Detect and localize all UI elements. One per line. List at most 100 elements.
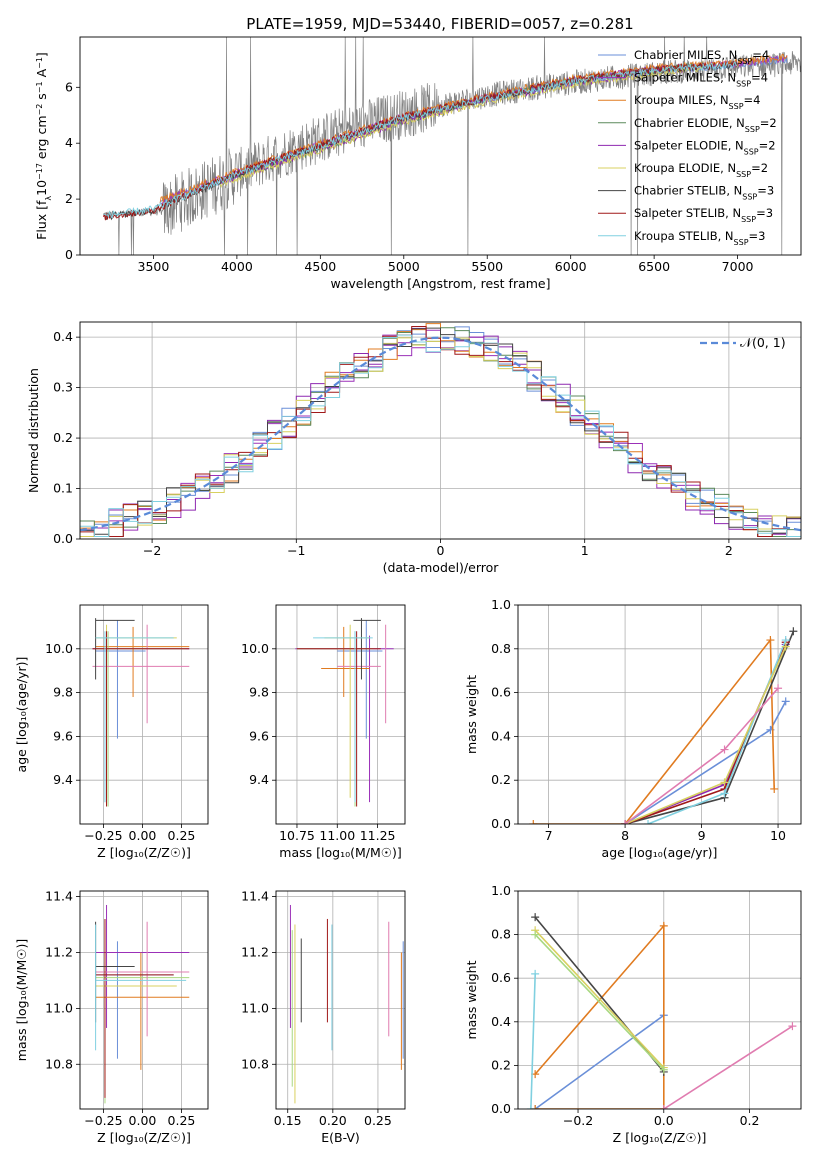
axes-frame: [517, 890, 802, 1110]
mass-vs-ebv-panel-plot-area: [276, 891, 405, 1109]
y-tick-label: 9.8: [249, 685, 269, 700]
x-tick-label: 11.00: [319, 828, 355, 843]
x-axis-label: Z [log₁₀(Z/Z☉)]: [97, 845, 191, 860]
y-tick-label: 0.0: [491, 1101, 511, 1116]
weight-marker: [788, 1022, 797, 1031]
x-tick-label: 0.25: [168, 828, 196, 843]
legend-label: Chabrier STELIB, NSSP=3: [634, 184, 774, 202]
weight-marker: [526, 1105, 535, 1109]
x-tick-label: −0.2: [563, 1113, 593, 1128]
x-tick-label: 5000: [388, 259, 420, 274]
y-axis-label: mass [log₁₀(M/M☉)]: [14, 939, 29, 1061]
axes-frame: [79, 890, 209, 1110]
legend-label: Chabrier MILES, NSSP=4: [634, 48, 769, 66]
weight-marker: [774, 684, 783, 693]
y-tick-label: 11.4: [241, 889, 269, 904]
age-vs-z-panel: −0.25 0.00 0.25 9.4 9.6 9.8 10.0 Z [log₁₀(Z/Z☉)…: [14, 604, 209, 860]
y-tick-label: 10.0: [241, 641, 269, 656]
gaussian-legend-label: 𝒩(0, 1): [740, 335, 786, 350]
weight-marker: [621, 820, 630, 824]
x-axis-label: E(B-V): [321, 1130, 360, 1145]
mass-vs-z-panel-plot-area: [80, 891, 208, 1109]
y-tick-label: 9.6: [249, 728, 269, 743]
weight-line-3: [534, 929, 665, 1069]
y-tick-label: 1.0: [491, 597, 511, 612]
age-vs-z-panel-plot-area: [80, 605, 208, 824]
x-tick-label: 6000: [555, 259, 587, 274]
weight-marker: [770, 784, 779, 793]
weight-marker: [789, 627, 798, 636]
y-tick-label: 9.8: [53, 685, 73, 700]
age-vs-mass-panel: 10.75 11.00 11.25 9.4 9.6 9.8 10.0 mass [log₁₀(…: [241, 604, 406, 860]
x-tick-label: 4000: [221, 259, 253, 274]
weight-marker: [781, 642, 790, 651]
x-tick-label: 0.2: [740, 1113, 760, 1128]
weight-marker: [766, 636, 775, 645]
y-axis-label: Flux [fλ10−17 erg cm−2 s−1 A−1]: [34, 52, 53, 240]
y-tick-label: 0.4: [53, 329, 73, 344]
y-tick-label: 4: [65, 135, 73, 150]
weight-marker: [531, 930, 540, 939]
axes-frame: [275, 890, 406, 1110]
weight-marker: [659, 1105, 668, 1109]
x-tick-label: 0.20: [319, 1113, 347, 1128]
gaussian-curve: [80, 336, 801, 532]
x-tick-label: 5500: [471, 259, 503, 274]
x-tick-label: 7: [545, 828, 553, 843]
y-axis-label: Normed distribution: [26, 368, 41, 493]
weight-line-2: [624, 644, 787, 824]
x-tick-label: 0.25: [168, 1113, 196, 1128]
weight-line-1: [534, 923, 665, 1109]
histogram-series-6: [80, 327, 801, 537]
weight-line-6: [530, 973, 536, 1109]
y-tick-label: 6: [65, 79, 73, 94]
y-tick-label: 0.0: [491, 816, 511, 831]
weight-marker: [720, 745, 729, 754]
weight-marker: [720, 778, 729, 787]
x-tick-label: 11.25: [360, 828, 396, 843]
y-tick-label: 0.6: [491, 970, 511, 985]
x-tick-label: 4500: [304, 259, 336, 274]
x-axis-label: Z [log₁₀(Z/Z☉)]: [97, 1130, 191, 1145]
y-tick-label: 0.2: [491, 1057, 511, 1072]
y-tick-label: 11.2: [45, 944, 73, 959]
y-axis-label: mass weight: [464, 960, 479, 1039]
axes-frame: [517, 604, 802, 825]
weight-vs-age-panel: 7 8 9 10 0.0 0.2 0.4 0.6 0.8 1.0 age [log₁₀(age/yr…: [464, 597, 802, 860]
y-tick-label: 0.1: [53, 481, 73, 496]
y-tick-label: 1.0: [491, 883, 511, 898]
weight-marker: [720, 789, 729, 798]
x-tick-label: 7000: [722, 259, 754, 274]
weight-line-0: [534, 1014, 665, 1109]
x-tick-label: −2: [143, 543, 161, 558]
y-tick-label: 0.0: [53, 531, 73, 546]
axes-frame: [275, 604, 406, 825]
x-tick-label: 10: [770, 828, 786, 843]
x-tick-label: 10.75: [279, 828, 315, 843]
x-tick-label: 9: [698, 828, 706, 843]
weight-vs-age-panel-plot-area: [518, 605, 801, 824]
x-axis-label: age [log₁₀(age/yr)]: [602, 845, 718, 860]
x-tick-label: 3500: [138, 259, 170, 274]
x-tick-label: −0.25: [84, 828, 122, 843]
y-tick-label: 11.2: [241, 944, 269, 959]
x-axis-label: (data-model)/error: [383, 560, 500, 575]
model-line-8: [103, 60, 738, 220]
y-tick-label: 10.8: [45, 1056, 73, 1071]
spectrum-panel: 3500 4000 4500 5000 5500 6000 6500 7000 0 2 4 6 wave…: [34, 36, 802, 291]
weight-marker: [659, 921, 668, 930]
weight-line-4: [534, 934, 665, 1071]
y-tick-label: 0.3: [53, 380, 73, 395]
x-tick-label: 1: [581, 543, 589, 558]
y-tick-label: 0.6: [491, 685, 511, 700]
legend-label: Salpeter ELODIE, NSSP=2: [634, 138, 776, 156]
histogram-series-8: [80, 334, 801, 537]
mass-vs-z-panel: −0.25 0.00 0.25 10.8 11.0 11.2 11.4 Z [log₁₀(Z/…: [14, 889, 209, 1145]
x-tick-label: 0: [437, 543, 445, 558]
axes-frame: [79, 36, 802, 256]
weight-marker: [529, 820, 538, 824]
x-tick-label: 2: [725, 543, 733, 558]
x-tick-label: 0.15: [274, 1113, 302, 1128]
y-tick-label: 0.2: [53, 430, 73, 445]
